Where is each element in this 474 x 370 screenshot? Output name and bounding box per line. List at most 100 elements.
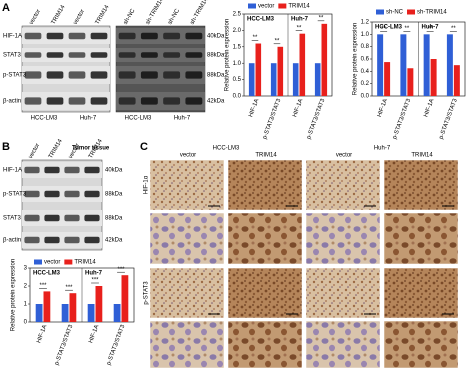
- band: [84, 236, 100, 244]
- band: [118, 71, 136, 79]
- band: [163, 71, 181, 79]
- blot-strip: [22, 210, 102, 226]
- ihc-image: [305, 212, 381, 265]
- row-label: HIF-1A: [3, 168, 22, 174]
- sig-label: **: [381, 26, 386, 32]
- group-label: Huh-7: [291, 17, 309, 23]
- bar: [314, 63, 321, 96]
- band: [64, 236, 80, 244]
- cell-header: Huh-7: [374, 146, 391, 152]
- y-axis-label: Relative protein expression: [225, 19, 231, 91]
- lane-label: vector: [73, 9, 86, 26]
- band: [84, 190, 100, 198]
- bar: [35, 304, 43, 322]
- blot-strip: [22, 162, 102, 178]
- band: [118, 52, 136, 58]
- x-tick-label: HIF-1A: [36, 324, 48, 344]
- group-label: Huh-7: [85, 271, 103, 277]
- blot-strip: [22, 66, 110, 84]
- panel-label: A: [2, 2, 10, 14]
- band: [140, 52, 158, 58]
- y-tick-label: 1.2: [361, 20, 370, 26]
- panel-label: B: [2, 141, 10, 153]
- x-tick-label: HIF-1A: [377, 98, 389, 118]
- bar: [400, 34, 407, 96]
- legend-swatch: [278, 3, 287, 9]
- band: [44, 236, 60, 244]
- ihc-image: [383, 212, 459, 265]
- sig-label: **: [297, 25, 302, 31]
- sig-label: ***: [65, 285, 73, 291]
- band: [64, 190, 80, 198]
- ihc-image: [149, 267, 225, 319]
- size-label: 88kDa: [207, 53, 225, 59]
- band: [140, 97, 158, 105]
- band: [46, 32, 64, 40]
- cell-label: Huh-7: [174, 116, 191, 122]
- sig-label: **: [428, 26, 433, 32]
- y-tick-label: 2.5: [233, 12, 242, 18]
- sig-label: **: [319, 15, 324, 21]
- row-label: STAT3: [3, 216, 21, 222]
- blot-strip: [22, 48, 110, 62]
- size-label: 40kDa: [207, 34, 225, 40]
- bar: [407, 68, 414, 96]
- bar: [292, 63, 299, 96]
- column-header: TRIM14: [411, 153, 433, 159]
- y-tick-label: 0.5: [233, 77, 242, 83]
- row-label: β-actin: [3, 238, 21, 244]
- bar: [384, 62, 391, 96]
- band: [24, 236, 40, 244]
- band: [64, 166, 80, 174]
- group-label: HCC-LM3: [375, 25, 403, 31]
- legend-swatch: [34, 259, 42, 265]
- lane-label: sh-TRIM14: [190, 0, 210, 26]
- y-axis-label: Relative protein expression: [11, 259, 17, 331]
- bar: [113, 304, 121, 322]
- band: [185, 97, 203, 105]
- column-header: vector: [180, 153, 196, 159]
- y-tick-label: 2: [24, 284, 28, 290]
- size-label: 88kDa: [105, 216, 123, 222]
- ihc-image: [383, 267, 459, 319]
- y-tick-label: 0.0: [233, 94, 242, 100]
- ihc-image: [227, 267, 303, 319]
- y-tick-label: 0.0: [361, 94, 370, 100]
- bar: [69, 293, 77, 322]
- legend-swatch: [407, 9, 416, 15]
- band: [24, 166, 40, 174]
- bar: [43, 291, 51, 322]
- x-tick-label: p-STAT3/STAT3: [54, 324, 74, 367]
- panel-label: C: [140, 141, 148, 153]
- lane-label: sh-NC: [167, 7, 181, 25]
- blot-title: Tumor tissue: [72, 146, 110, 152]
- band: [90, 71, 108, 79]
- bar: [423, 34, 430, 96]
- legend-label: TRIM14: [74, 260, 96, 266]
- bar: [377, 34, 384, 96]
- x-tick-label: HIF-1A: [423, 98, 435, 118]
- legend-label: vector: [44, 260, 60, 266]
- band: [44, 166, 60, 174]
- sig-label: **: [275, 38, 280, 44]
- band: [68, 32, 86, 40]
- y-tick-label: 0: [24, 320, 28, 326]
- sig-label: **: [451, 26, 456, 32]
- x-tick-label: p-STAT3/STAT3: [106, 324, 126, 367]
- size-label: 42kDa: [105, 238, 123, 244]
- band: [24, 214, 40, 222]
- band: [84, 214, 100, 222]
- ihc-image: [305, 320, 381, 369]
- y-tick-label: 1.0: [233, 61, 242, 67]
- legend-label: TRIM14: [288, 4, 310, 10]
- group-label: Huh-7: [422, 25, 440, 31]
- legend-swatch: [376, 9, 384, 15]
- row-label: p-STAT3: [3, 73, 27, 79]
- x-tick-label: p-STAT3/STAT3: [306, 98, 326, 141]
- x-tick-label: p-STAT3/STAT3: [392, 98, 412, 141]
- bar: [453, 65, 460, 96]
- band: [118, 32, 136, 40]
- blot-strip: [22, 186, 102, 202]
- column-header: TRIM14: [255, 153, 277, 159]
- band: [68, 52, 86, 58]
